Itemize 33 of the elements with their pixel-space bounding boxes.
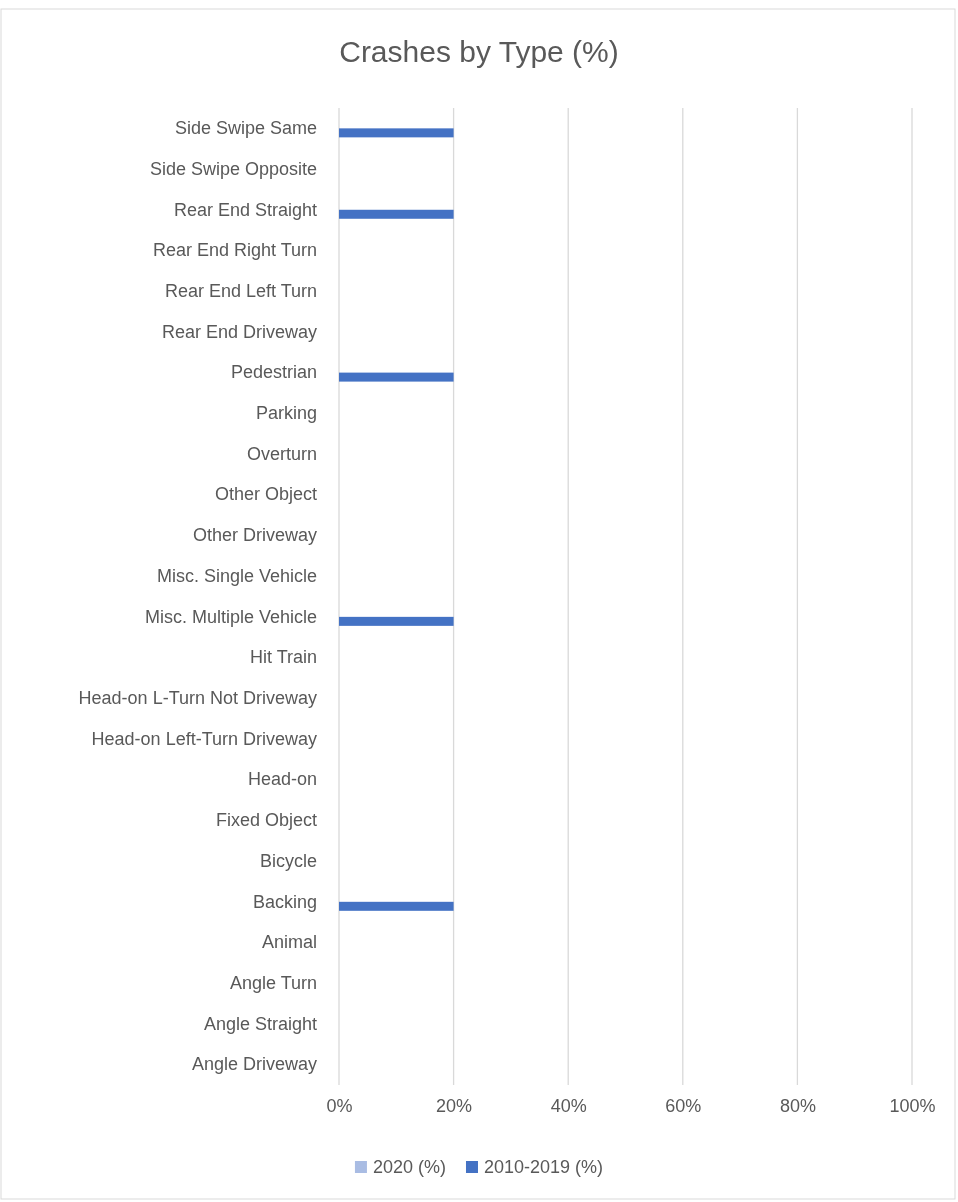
y-tick-label: Head-on Left-Turn Driveway — [91, 728, 317, 749]
y-tick-label: Side Swipe Same — [174, 118, 317, 139]
y-tick-label: Other Object — [214, 484, 317, 505]
y-tick-label: Rear End Straight — [173, 199, 317, 220]
y-tick-label: Side Swipe Opposite — [149, 158, 317, 179]
y-tick-label: Other Driveway — [192, 525, 317, 546]
legend-label: 2020 (%) — [372, 1157, 446, 1177]
y-tick-label: Bicycle — [259, 850, 317, 871]
x-tick-label: 40% — [550, 1095, 587, 1116]
y-tick-label: Head-on — [247, 769, 317, 790]
y-tick-label: Hit Train — [249, 647, 317, 668]
x-tick-label: 80% — [779, 1095, 816, 1116]
y-tick-label: Misc. Single Vehicle — [156, 565, 317, 586]
y-tick-label: Angle Straight — [203, 1013, 317, 1034]
y-tick-label: Pedestrian — [230, 362, 317, 383]
x-tick-label: 0% — [326, 1095, 353, 1116]
y-tick-label: Misc. Multiple Vehicle — [144, 606, 317, 627]
y-tick-label: Rear End Driveway — [161, 321, 317, 342]
x-tick-label: 60% — [665, 1095, 702, 1116]
y-tick-label: Head-on L-Turn Not Driveway — [78, 688, 317, 709]
y-tick-label: Fixed Object — [215, 810, 317, 831]
y-tick-label: Angle Turn — [229, 972, 317, 993]
y-tick-label: Angle Driveway — [191, 1054, 317, 1075]
x-tick-label: 20% — [436, 1095, 473, 1116]
y-tick-label: Rear End Right Turn — [152, 240, 317, 261]
y-tick-label: Backing — [252, 891, 317, 912]
y-tick-label: Overturn — [246, 443, 317, 464]
y-tick-label: Parking — [255, 403, 317, 424]
x-tick-label: 100% — [889, 1095, 936, 1116]
legend-label: 2010-2019 (%) — [483, 1157, 604, 1177]
y-tick-label: Animal — [261, 932, 317, 953]
chart-title: Crashes by Type (%) — [339, 35, 619, 68]
y-tick-label: Rear End Left Turn — [164, 280, 317, 301]
